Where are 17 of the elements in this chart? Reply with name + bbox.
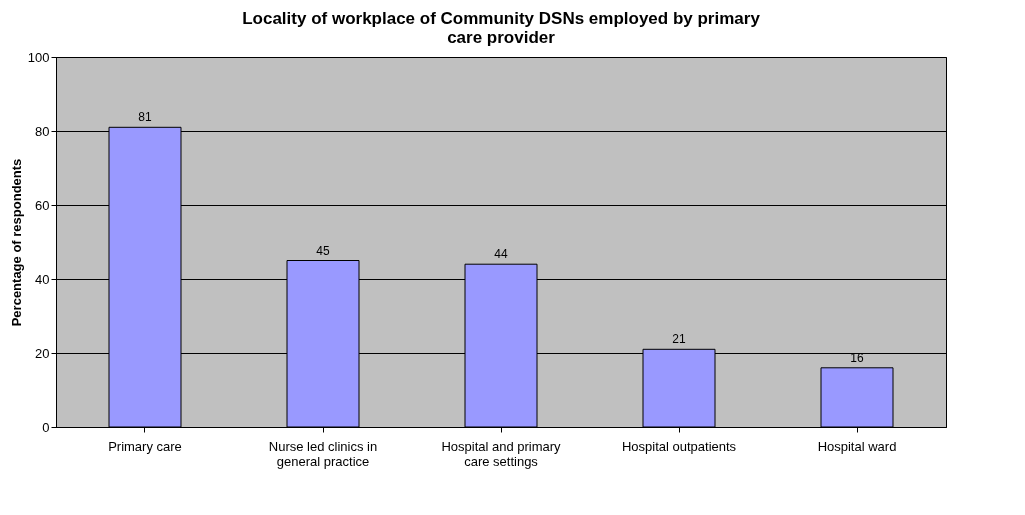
chart-title: Locality of workplace of Community DSNs employed by primary care provider bbox=[242, 9, 761, 47]
x-tick-label: Nurse led clinics in general practice bbox=[268, 438, 378, 469]
data-label: 45 bbox=[316, 243, 330, 258]
y-tick-label: 60 bbox=[35, 197, 50, 213]
x-tick-label: Hospital outpatients bbox=[621, 438, 737, 454]
x-tick-label: Hospital and primary care settings bbox=[441, 438, 562, 469]
data-label: 44 bbox=[494, 247, 508, 262]
x-tick-label: Primary care bbox=[108, 438, 182, 454]
y-tick-label: 40 bbox=[35, 271, 50, 287]
data-label: 21 bbox=[672, 332, 686, 347]
y-tick-label: 100 bbox=[27, 49, 50, 65]
y-tick-label: 20 bbox=[35, 345, 50, 361]
y-tick-label: 80 bbox=[35, 123, 50, 139]
y-axis-title: Percentage of respondents bbox=[8, 158, 24, 327]
x-tick-label: Hospital ward bbox=[817, 438, 897, 454]
data-label: 81 bbox=[138, 110, 152, 125]
y-tick-label: 0 bbox=[42, 419, 50, 435]
